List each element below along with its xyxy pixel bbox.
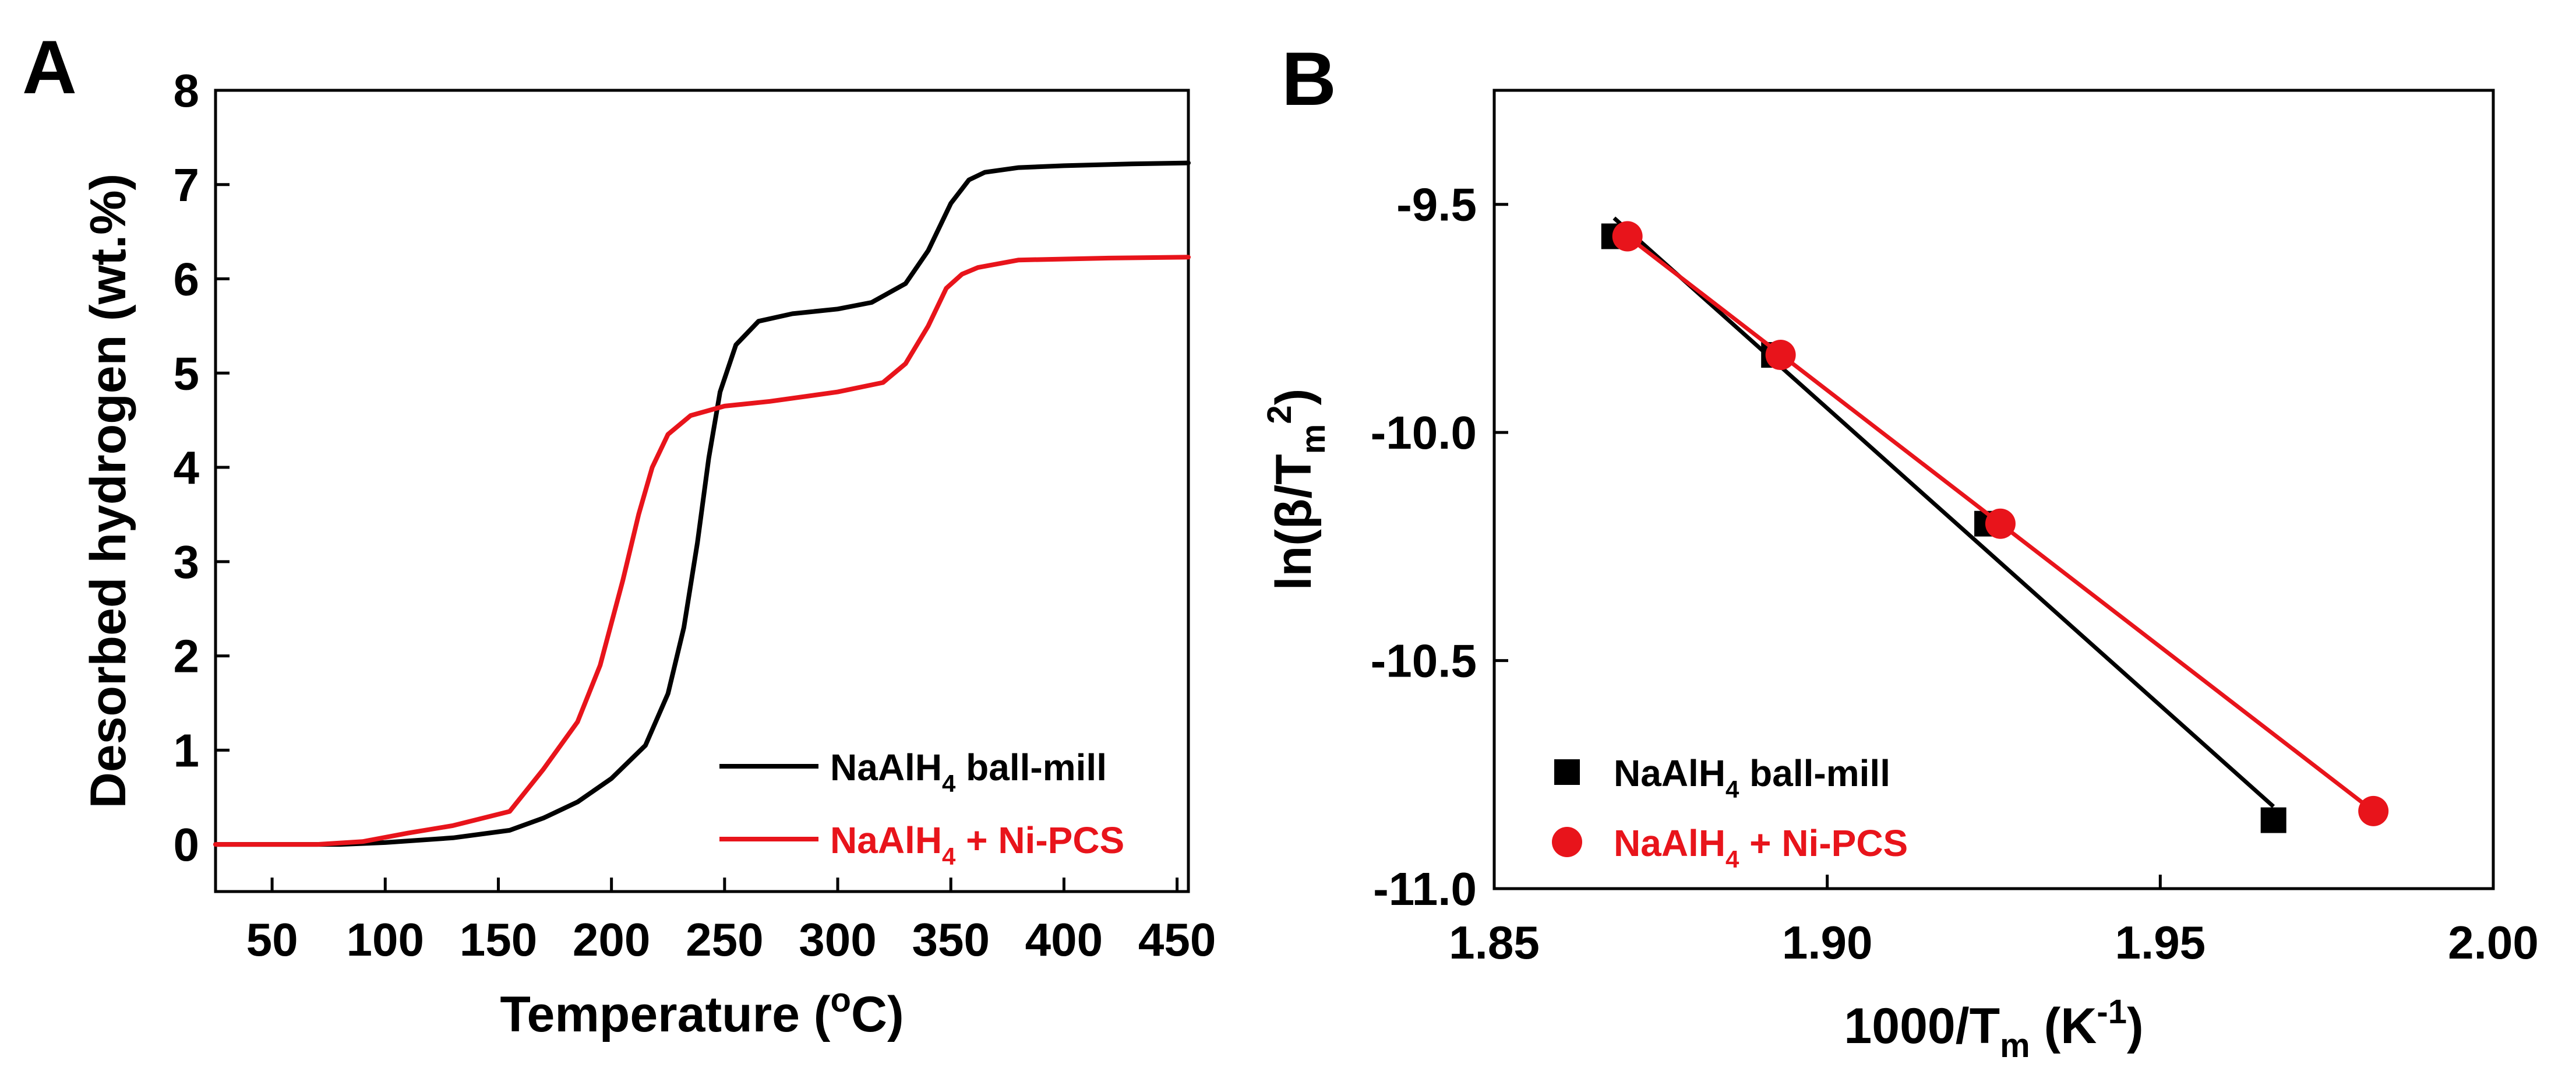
x-axis-title-superscript: -1 bbox=[2097, 993, 2127, 1031]
y-tick-label: -10.5 bbox=[1371, 635, 1477, 687]
legend-label-subscript: 4 bbox=[942, 770, 956, 797]
x-axis-title-part: C) bbox=[851, 987, 904, 1042]
legend-label-1: NaAlH4 + Ni-PCS bbox=[830, 819, 1124, 870]
x-tick-label: 300 bbox=[799, 914, 876, 966]
x-tick-label: 350 bbox=[912, 914, 989, 966]
legend-label-subscript: 4 bbox=[1725, 846, 1739, 873]
plot-frame bbox=[214, 89, 1190, 893]
y-axis-title: Desorbed hydrogen (wt.%) bbox=[80, 174, 136, 808]
legend-marker-0 bbox=[1554, 759, 1580, 785]
y-tick-label: -9.5 bbox=[1396, 179, 1477, 231]
y-tick-label: -10.0 bbox=[1371, 407, 1477, 459]
x-axis-title-part: ) bbox=[2127, 998, 2144, 1054]
data-point-circle bbox=[1985, 508, 2016, 539]
y-axis-title-part: ln(β/T bbox=[1266, 454, 1322, 590]
plot-frame bbox=[1492, 89, 2495, 890]
fit-line-0 bbox=[1612, 216, 2275, 808]
x-axis-title-part: (K bbox=[2030, 998, 2097, 1054]
y-tick-label: 0 bbox=[174, 819, 200, 871]
legend-marker-1 bbox=[1552, 827, 1582, 857]
y-axis-title-part: ) bbox=[1266, 389, 1322, 406]
y-tick-label: 1 bbox=[174, 724, 200, 776]
y-tick-label: 8 bbox=[174, 65, 200, 117]
chart-b: 1.85 1.90 1.95 2.00 -11.0 -10.5 -10.0 -9.5 1000/… bbox=[1261, 89, 2539, 1065]
chart-a: 50 100 150 200 250 300 350 400 450 0 1 2 3 4 5 6 7 8 Tempe… bbox=[80, 65, 1216, 1042]
legend-label-part: ball-mill bbox=[1739, 752, 1890, 794]
panel-b-label: B bbox=[1282, 36, 1336, 121]
x-tick-label: 2.00 bbox=[2448, 917, 2539, 968]
x-tick-label: 1.95 bbox=[2115, 917, 2206, 968]
legend-label-part: + Ni-PCS bbox=[1739, 822, 1908, 864]
legend-label-part: NaAlH bbox=[830, 819, 942, 861]
x-tick-label: 250 bbox=[686, 914, 763, 966]
panel-a-label: A bbox=[22, 24, 77, 110]
legend-label-0: NaAlH4 ball-mill bbox=[1614, 752, 1890, 803]
x-tick-label: 450 bbox=[1138, 914, 1216, 966]
x-axis-title-part: 1000/T bbox=[1844, 998, 2000, 1054]
x-axis-title-superscript: o bbox=[830, 981, 851, 1019]
x-tick-label: 100 bbox=[347, 914, 424, 966]
y-axis-title: ln(β/Tm2) bbox=[1261, 389, 1332, 590]
y-tick-label: 5 bbox=[174, 347, 200, 399]
x-axis-title: 1000/Tm (K-1) bbox=[1844, 993, 2143, 1065]
series-line-1 bbox=[213, 255, 1191, 847]
x-tick-label: 150 bbox=[460, 914, 537, 966]
x-tick-label: 50 bbox=[246, 914, 298, 966]
data-point-square bbox=[2260, 807, 2286, 833]
legend-label-part: NaAlH bbox=[1614, 822, 1725, 864]
y-tick-label: 7 bbox=[174, 159, 200, 211]
y-tick-label: 3 bbox=[174, 536, 200, 588]
x-axis-title: Temperature (oC) bbox=[500, 981, 904, 1042]
legend-label-part: NaAlH bbox=[830, 746, 942, 788]
y-axis-title-subscript: m bbox=[1294, 424, 1332, 455]
data-point-circle bbox=[1612, 221, 1643, 252]
x-axis-title-subscript: m bbox=[2000, 1027, 2030, 1065]
x-axis-title-part: Temperature ( bbox=[500, 987, 830, 1042]
legend-label-0: NaAlH4 ball-mill bbox=[830, 746, 1107, 797]
legend-label-part: + Ni-PCS bbox=[955, 819, 1124, 861]
legend-label-1: NaAlH4 + Ni-PCS bbox=[1614, 822, 1908, 873]
y-tick-label: 4 bbox=[174, 442, 200, 494]
y-tick-label: -11.0 bbox=[1373, 863, 1477, 915]
y-tick-label: 2 bbox=[174, 630, 200, 682]
legend-label-part: NaAlH bbox=[1614, 752, 1725, 794]
legend-label-subscript: 4 bbox=[1725, 776, 1739, 803]
series-line-0 bbox=[213, 160, 1191, 847]
x-tick-label: 400 bbox=[1025, 914, 1103, 966]
y-tick-label: 6 bbox=[174, 253, 200, 305]
data-point-circle bbox=[1765, 340, 1796, 371]
x-tick-label: 1.90 bbox=[1782, 917, 1873, 968]
x-tick-label: 200 bbox=[573, 914, 650, 966]
y-axis-title-superscript: 2 bbox=[1261, 405, 1298, 424]
data-point-circle bbox=[2358, 795, 2389, 826]
x-tick-label: 1.85 bbox=[1449, 917, 1540, 968]
legend-label-subscript: 4 bbox=[942, 843, 956, 870]
legend-label-part: ball-mill bbox=[955, 746, 1107, 788]
